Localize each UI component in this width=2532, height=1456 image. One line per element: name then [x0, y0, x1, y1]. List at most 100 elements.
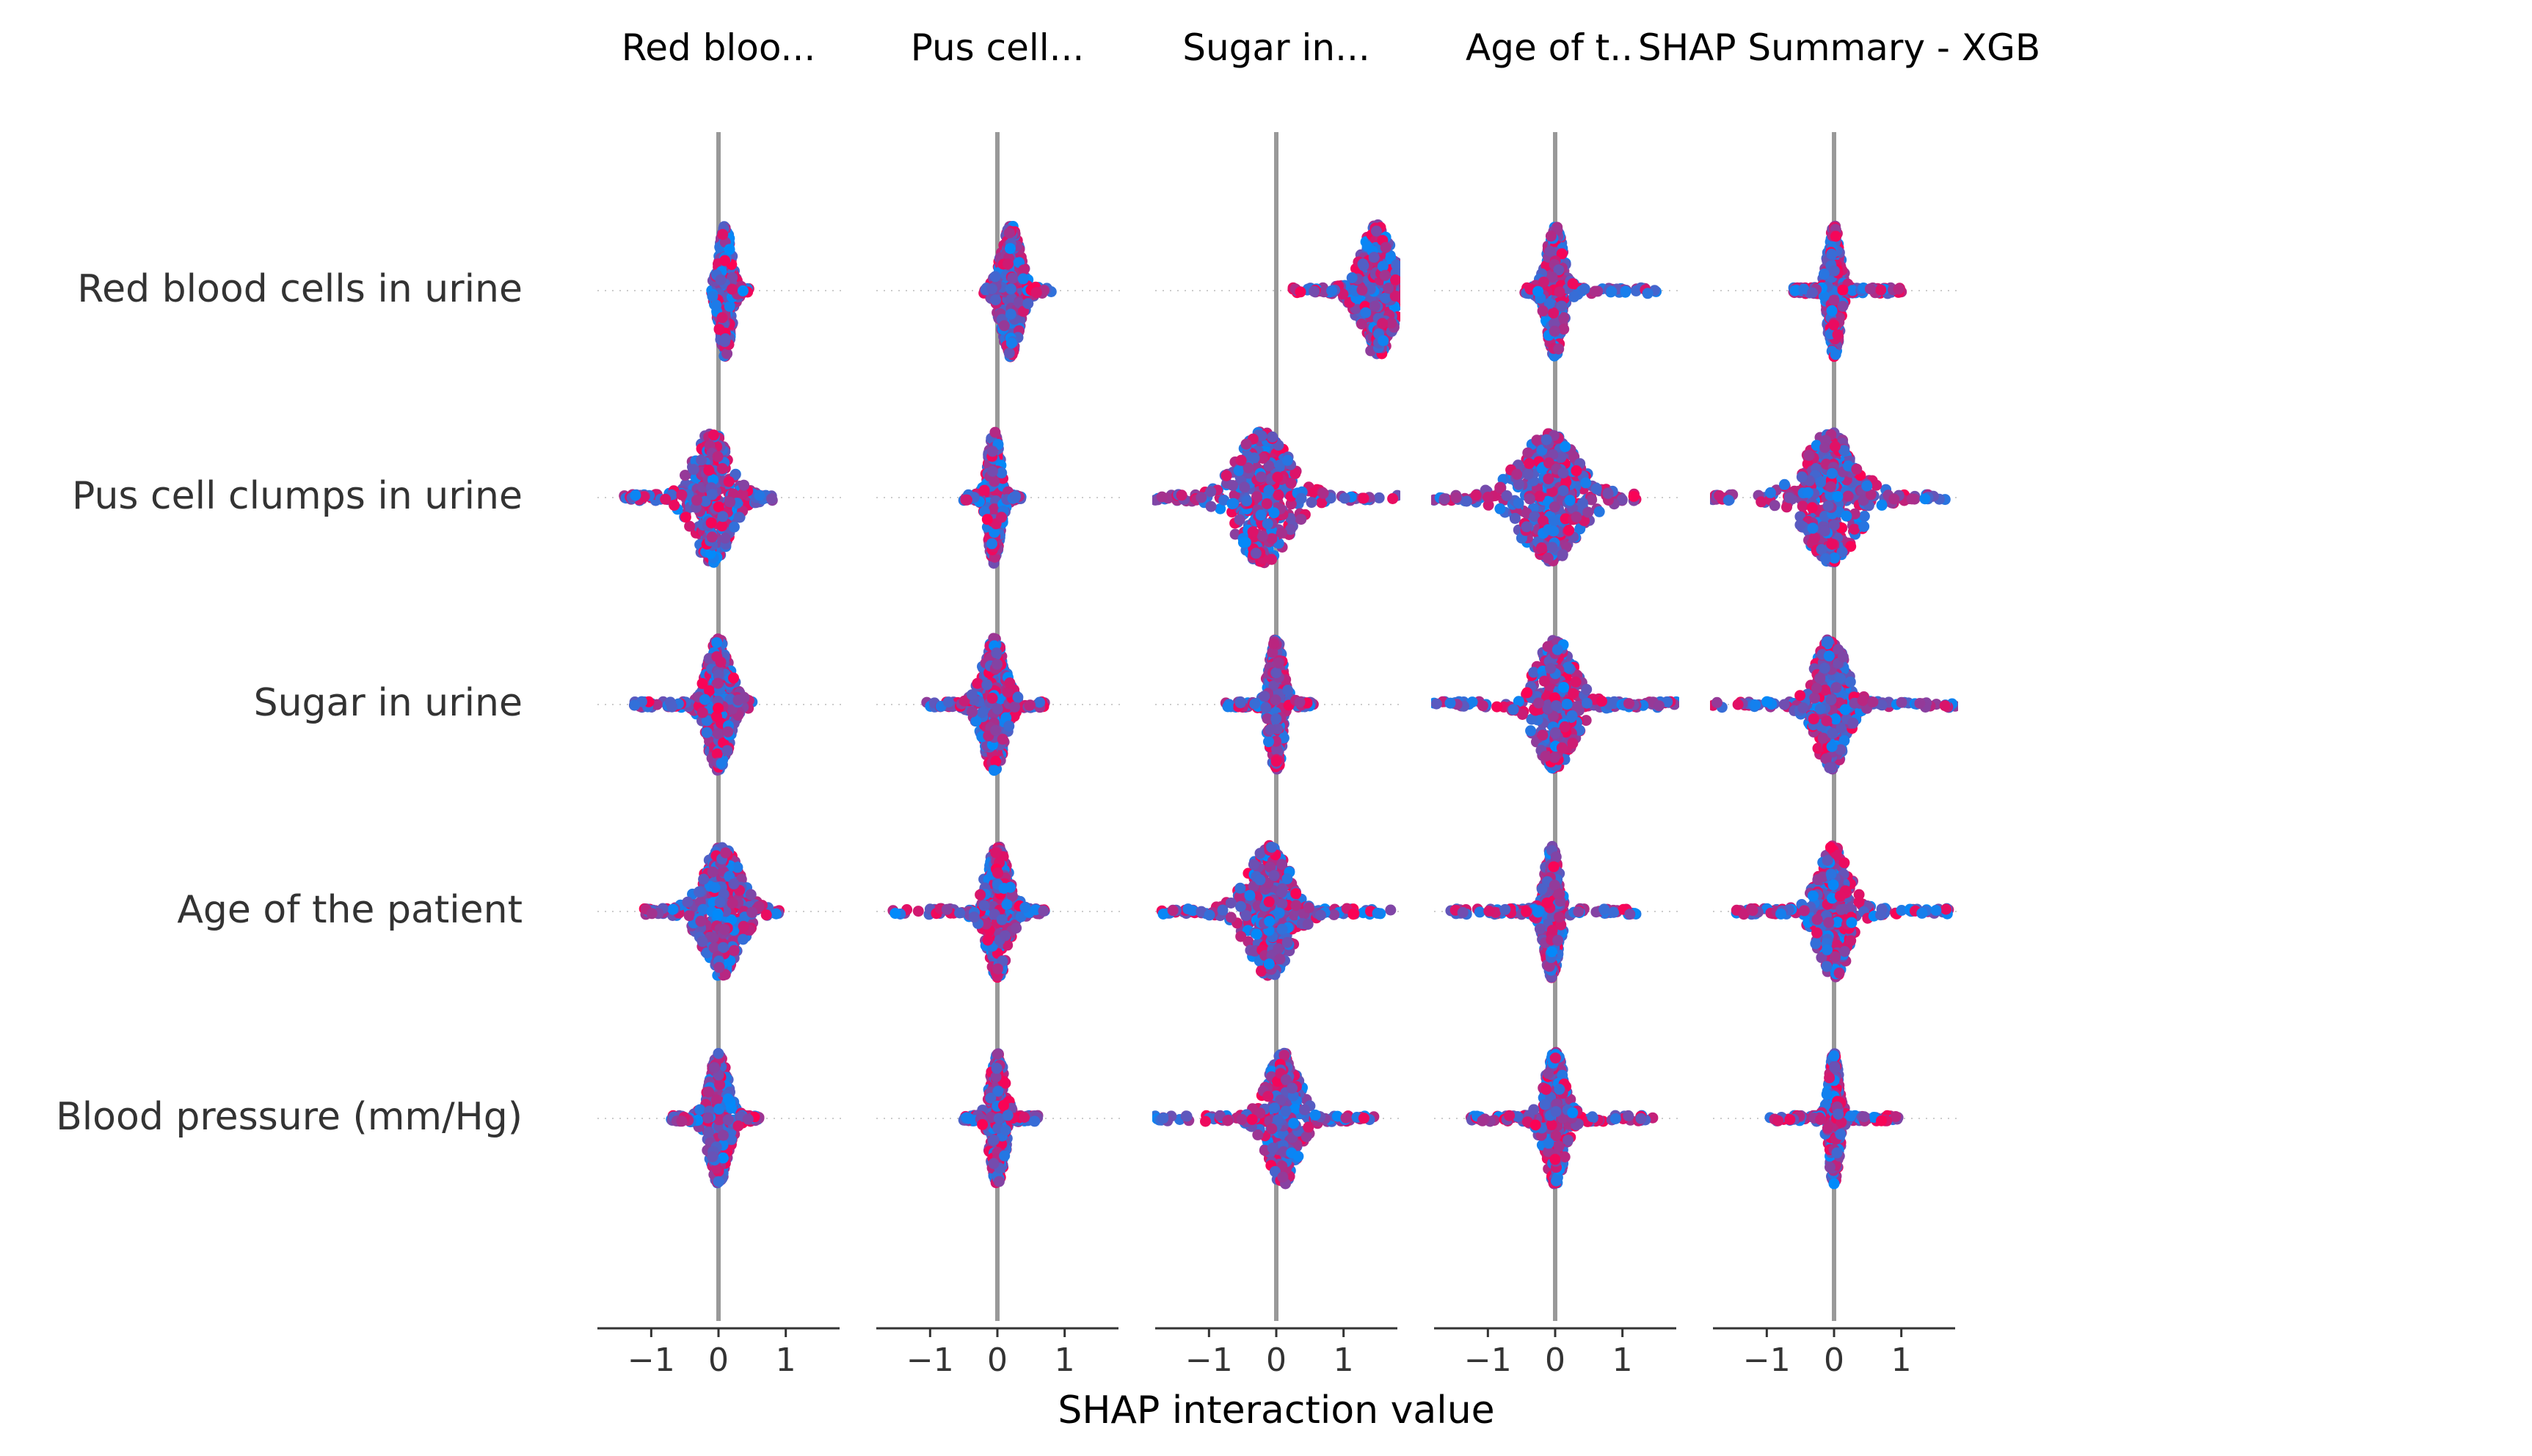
panel-3-row-1-point — [1326, 285, 1337, 296]
panel-1-row-4-point — [738, 934, 749, 945]
panel-1-row-2-point — [708, 429, 719, 440]
panel-1-row-2-point — [734, 512, 745, 523]
panel-2-row-5-point — [994, 1176, 1005, 1187]
panel-1-row-5-point — [707, 1151, 718, 1162]
panel-1-row-2-point — [720, 533, 731, 544]
panel-1-row-5-point — [713, 1176, 724, 1187]
panel-1-row-3-point — [697, 707, 708, 718]
panel-1-row-5-point — [703, 1087, 714, 1098]
panel-2-row-1-point — [1005, 309, 1016, 320]
panel-2-row-1-point — [1005, 243, 1016, 254]
feature-label-1: Red blood cells in urine — [77, 267, 523, 311]
panel-1-row-4-point — [698, 874, 709, 885]
panel-1-row-3-point — [716, 657, 727, 668]
panel-1-row-4-point — [746, 907, 757, 918]
panel-2-row-3-point — [1009, 702, 1020, 713]
panel-2-row-2-point — [989, 476, 1000, 487]
panel-3 — [1148, 81, 1405, 1325]
panel-2-row-5-point — [999, 1150, 1010, 1161]
panel-2-row-2-point — [982, 514, 993, 525]
panel-2-row-5-point — [1000, 1125, 1011, 1136]
panel-1-row-5-point — [702, 1113, 713, 1124]
panel-1-row-4-point — [719, 924, 730, 935]
panel-1-row-1-point — [719, 255, 730, 266]
feature-label-3: Sugar in urine — [254, 681, 523, 725]
panel-1-row-2-point — [691, 495, 702, 506]
panel-2-row-4-point — [992, 867, 1003, 878]
panel-3-row-2-point — [1387, 493, 1398, 504]
panel-1-row-4-point — [697, 936, 708, 947]
panel-1-row-1-point — [724, 244, 735, 255]
panel-2-row-3-point — [972, 678, 983, 689]
panel-3-row-1-point — [1371, 225, 1382, 236]
panel-1-row-3-point — [713, 678, 724, 689]
panel-3-row-1-point — [1383, 283, 1394, 294]
panel-1-row-3-point — [713, 728, 724, 739]
panel-1-row-5-point — [677, 1115, 688, 1126]
panel-2-row-4-point — [1038, 906, 1049, 917]
x-axis-label: SHAP interaction value — [1058, 1388, 1494, 1433]
panel-2-row-4-point — [942, 904, 953, 915]
panel-1-row-1-point — [727, 284, 738, 295]
panel-2-row-4-point — [890, 908, 901, 919]
panel-2-row-2-point — [1010, 491, 1021, 502]
panel-2-row-1-point — [1004, 348, 1015, 359]
panel-1-row-4-point — [694, 887, 705, 898]
panel-2-row-5-point — [998, 1100, 1009, 1111]
panel-2-row-4-point — [969, 911, 980, 922]
panel-1-row-4-point — [729, 945, 740, 956]
panel-1-row-4-point — [682, 897, 693, 908]
panel-2-row-1-point — [986, 283, 997, 294]
panel-3-row-1-point — [1377, 318, 1388, 329]
panel-2-row-1-point — [1006, 338, 1017, 349]
panel-2-row-4-point — [979, 900, 990, 911]
panel-1-row-1-point — [707, 291, 718, 302]
panel-2-row-2-point — [979, 485, 990, 496]
panel-1-row-4-point — [771, 909, 782, 920]
panel-1-row-3-point — [733, 694, 744, 705]
panel-1-row-2-point — [630, 489, 641, 500]
panel-2-row-5-point — [1029, 1115, 1040, 1126]
panel-2-row-2-point — [961, 495, 972, 506]
panel-1-row-1-point — [714, 324, 725, 335]
panel-1-row-2-point — [717, 511, 728, 522]
panel-1-row-2-point — [738, 480, 749, 491]
panel-1-row-3-point — [722, 727, 733, 738]
panel-3-row-1-point — [1380, 293, 1391, 304]
panel-3-row-1-point — [1360, 307, 1371, 318]
panel-1-row-4-point — [713, 962, 724, 973]
panel-1-row-5-point — [732, 1121, 743, 1132]
panel-2-row-3-point — [1012, 692, 1023, 703]
panel-2-xtick-label-3: 1 — [1055, 1342, 1075, 1379]
panel-2-row-3-point — [991, 647, 1002, 658]
panel-2-row-1-point — [1005, 283, 1016, 294]
panel-3-row-1-point — [1380, 242, 1391, 253]
panel-2-row-4-point — [913, 906, 924, 917]
panel-1-row-1-point — [717, 312, 728, 323]
panel-1-row-4-point — [738, 921, 749, 932]
panel-1-row-3-point — [728, 672, 739, 683]
panel-1-row-3-point — [721, 745, 732, 756]
panel-2-row-2-point — [986, 538, 997, 549]
panel-1-row-5-point — [703, 1126, 714, 1138]
panel-2-xtick-label-2: 0 — [987, 1342, 1008, 1379]
panel-3-row-1-point — [1356, 285, 1367, 296]
panel-3-row-2-point — [1273, 489, 1284, 500]
panel-2-row-1-point — [1030, 287, 1041, 298]
panel-2-row-4-point — [997, 914, 1008, 925]
panel-3-row-1-point — [1369, 301, 1380, 312]
panel-2-row-4-point — [983, 935, 994, 946]
panel-1-row-2-point — [676, 489, 687, 500]
panel-1-row-1-point — [738, 285, 749, 296]
panel-1-xtick-label-3: 1 — [776, 1342, 796, 1379]
panel-2-row-3-point — [987, 693, 998, 704]
panel-2-row-5-point — [988, 1158, 999, 1169]
panel-1-row-4-point — [708, 932, 719, 943]
panel-2-row-5-point — [977, 1119, 988, 1130]
panel-3-row-1-point — [1369, 252, 1380, 263]
panel-2-row-3-point — [1034, 697, 1045, 708]
panel-2-row-1-point — [990, 271, 1001, 282]
panel-2-row-2-point — [996, 512, 1007, 523]
panel-2-row-1-point — [1004, 228, 1015, 239]
panel-1-row-1-point — [721, 348, 732, 359]
